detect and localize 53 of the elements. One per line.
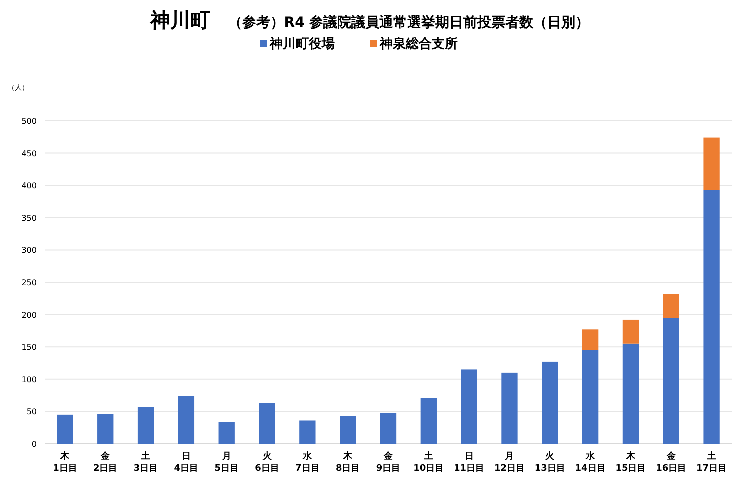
x-tick-label: 木 1日目 [53,451,78,474]
bar [461,370,478,444]
bar [259,403,276,444]
y-tick-label: 50 [26,408,37,417]
x-tick-label: 土 10日目 [414,451,444,474]
x-tick-label: 日 4日目 [174,451,199,474]
bar [380,412,397,444]
y-tick-label: 150 [22,343,37,352]
bar [704,190,720,444]
y-tick-label: 450 [22,149,37,158]
y-tick-label: 300 [22,246,37,256]
bar [502,372,518,444]
x-tick-label: 月 12日目 [494,451,525,474]
y-tick-label: 350 [22,214,37,223]
x-tick-label: 土 3日目 [134,451,158,474]
x-tick-label: 木 15日目 [616,451,646,474]
x-tick-label: 火 6日目 [255,451,280,474]
x-tick-label: 木 8日目 [336,451,360,474]
bar [704,138,720,190]
bar [622,344,640,444]
bar [340,416,356,444]
x-tick-label: 土 17日目 [696,451,728,474]
bar [98,414,114,444]
y-tick-label: 0 [32,440,37,449]
bar [420,398,437,444]
bar [138,407,154,444]
x-tick-label: 金 2日目 [93,451,118,474]
x-tick-label: 火 13日目 [534,451,566,474]
bar [218,422,235,444]
y-tick-label: 500 [22,117,37,126]
legend-label: 神泉総合支所 [379,36,458,52]
x-tick-label: 日 11日目 [454,451,485,474]
x-tick-label: 金 9日目 [376,451,401,474]
bar [582,350,599,444]
bar [622,320,640,344]
bar [300,420,316,444]
x-tick-label: 金 16日目 [656,451,687,474]
x-tick-label: 水 7日目 [296,451,320,474]
chart-subtitle: （参考）R4 参議院議員通常選挙期日前投票者数（日別） [228,14,590,31]
chart-title: 神川町 [149,8,210,32]
legend-label: 神川町役場 [269,36,335,52]
bar [542,362,558,444]
y-tick-label: 200 [22,310,37,320]
bar [663,318,680,444]
y-tick-label: 250 [22,278,37,288]
bar [663,294,680,318]
y-tick-label: 100 [22,375,37,384]
bar [582,330,599,350]
x-tick-label: 月 5日目 [214,451,239,474]
x-tick-label: 水 14日目 [575,451,606,474]
y-tick-label: 400 [22,182,37,191]
bar [57,414,74,444]
bar [178,396,195,444]
